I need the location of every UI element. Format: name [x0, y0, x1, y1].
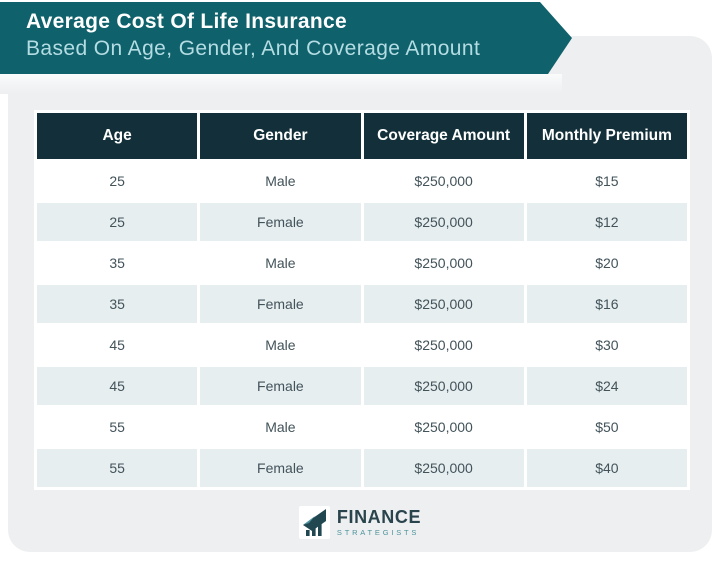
cell-age: 35	[37, 244, 198, 282]
cell-gender: Female	[200, 203, 361, 241]
table-row: 35 Male $250,000 $20	[37, 244, 687, 282]
cell-coverage: $250,000	[363, 203, 524, 241]
page-subtitle: Based On Age, Gender, And Coverage Amoun…	[26, 37, 481, 60]
cell-coverage: $250,000	[363, 449, 524, 487]
cell-gender: Female	[200, 449, 361, 487]
cell-premium: $12	[526, 203, 687, 241]
table-row: 55 Female $250,000 $40	[37, 449, 687, 487]
cell-gender: Female	[200, 285, 361, 323]
title-banner: Average Cost Of Life Insurance Based On …	[0, 2, 572, 74]
cell-age: 45	[37, 326, 198, 364]
table-row: 25 Male $250,000 $15	[37, 162, 687, 200]
cell-premium: $16	[526, 285, 687, 323]
column-header-monthly-premium: Monthly Premium	[526, 113, 687, 159]
table-header: Age Gender Coverage Amount Monthly Premi…	[37, 113, 687, 159]
cell-gender: Male	[200, 408, 361, 446]
table-row: 45 Female $250,000 $24	[37, 367, 687, 405]
table-header-row: Age Gender Coverage Amount Monthly Premi…	[37, 113, 687, 159]
column-header-coverage-amount: Coverage Amount	[363, 113, 524, 159]
brand-name: FINANCE	[336, 507, 422, 528]
cell-age: 25	[37, 203, 198, 241]
cell-coverage: $250,000	[363, 367, 524, 405]
banner-glow	[0, 74, 562, 94]
table-body: 25 Male $250,000 $15 25 Female $250,000 …	[37, 162, 687, 487]
cell-coverage: $250,000	[363, 285, 524, 323]
cell-premium: $24	[526, 367, 687, 405]
cell-age: 25	[37, 162, 198, 200]
column-header-gender: Gender	[200, 113, 361, 159]
cell-age: 55	[37, 449, 198, 487]
cell-coverage: $250,000	[363, 408, 524, 446]
table-row: 55 Male $250,000 $50	[37, 408, 687, 446]
page-title: Average Cost Of Life Insurance	[26, 10, 347, 33]
cell-age: 35	[37, 285, 198, 323]
cell-premium: $50	[526, 408, 687, 446]
cell-gender: Male	[200, 244, 361, 282]
cell-premium: $15	[526, 162, 687, 200]
column-header-age: Age	[37, 113, 198, 159]
cell-coverage: $250,000	[363, 326, 524, 364]
table-row: 45 Male $250,000 $30	[37, 326, 687, 364]
cell-gender: Male	[200, 326, 361, 364]
finance-strategists-logo-icon	[298, 506, 330, 539]
table-row: 25 Female $250,000 $12	[37, 203, 687, 241]
brand-footer: FINANCE STRATEGISTS	[0, 506, 720, 539]
cell-coverage: $250,000	[363, 244, 524, 282]
cell-age: 55	[37, 408, 198, 446]
cell-coverage: $250,000	[363, 162, 524, 200]
brand-subtitle: STRATEGISTS	[336, 527, 420, 537]
cell-age: 45	[37, 367, 198, 405]
brand-wordmark: FINANCE STRATEGISTS	[337, 508, 421, 537]
cell-premium: $40	[526, 449, 687, 487]
cell-premium: $20	[526, 244, 687, 282]
cell-gender: Male	[200, 162, 361, 200]
insurance-cost-table: Age Gender Coverage Amount Monthly Premi…	[34, 110, 690, 490]
table-row: 35 Female $250,000 $16	[37, 285, 687, 323]
cell-premium: $30	[526, 326, 687, 364]
cell-gender: Female	[200, 367, 361, 405]
